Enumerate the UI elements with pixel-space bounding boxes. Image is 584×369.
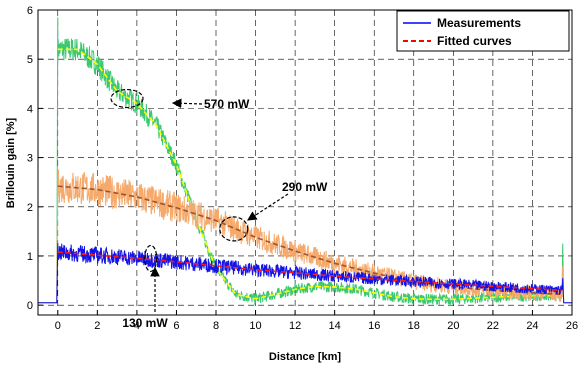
legend: Measurements Fitted curves <box>396 10 570 52</box>
y-tick-label: 6 <box>27 5 33 17</box>
x-tick-label: 24 <box>526 320 538 332</box>
annotation-ellipse <box>219 216 249 242</box>
y-tick-label: 0 <box>27 300 33 312</box>
legend-label-measurements: Measurements <box>437 16 521 30</box>
y-tick-label: 4 <box>27 103 33 115</box>
x-tick-label: 16 <box>368 320 380 332</box>
series-570-mw-fit-line <box>57 48 563 301</box>
annotation-label: 570 mW <box>204 97 250 111</box>
annotations: 570 mW 290 mW 130 mW <box>110 88 328 330</box>
plot-area <box>38 10 572 315</box>
y-axis-title: Brillouin gain [%] <box>5 117 17 208</box>
annotation-ellipse <box>110 88 144 109</box>
annotation-label: 130 mW <box>122 316 168 330</box>
x-tick-label: 10 <box>249 320 261 332</box>
x-tick-label: 20 <box>447 320 459 332</box>
y-tick-label: 5 <box>27 54 33 66</box>
annotation-label: 290 mW <box>282 180 328 194</box>
series-130-mw-line <box>38 243 572 304</box>
series-130-mw-fit-line <box>57 251 563 292</box>
x-tick-label: 8 <box>213 320 219 332</box>
x-tick-label: 0 <box>55 320 61 332</box>
x-tick-label: 2 <box>94 320 100 332</box>
series-layer <box>38 17 572 306</box>
series-290-mw-fit-line <box>57 185 563 296</box>
x-tick-label: 14 <box>329 320 341 332</box>
series-570-mw-line <box>38 17 572 306</box>
x-tick-label: 18 <box>408 320 420 332</box>
x-tick-label: 12 <box>289 320 301 332</box>
plot-frame <box>37 9 573 316</box>
x-axis-title: Distance [km] <box>269 351 341 363</box>
legend-box <box>396 10 570 52</box>
series-290-mw-line <box>38 168 572 304</box>
y-tick-label: 1 <box>27 251 33 263</box>
x-tick-label: 6 <box>173 320 179 332</box>
x-tick-label: 22 <box>487 320 499 332</box>
x-tick-label: 26 <box>566 320 578 332</box>
annotation-arrow <box>246 193 289 221</box>
y-tick-label: 3 <box>27 153 33 165</box>
y-tick-label: 2 <box>27 202 33 214</box>
legend-label-fitted-curves: Fitted curves <box>437 34 512 48</box>
x-tick-label: 4 <box>134 320 140 332</box>
